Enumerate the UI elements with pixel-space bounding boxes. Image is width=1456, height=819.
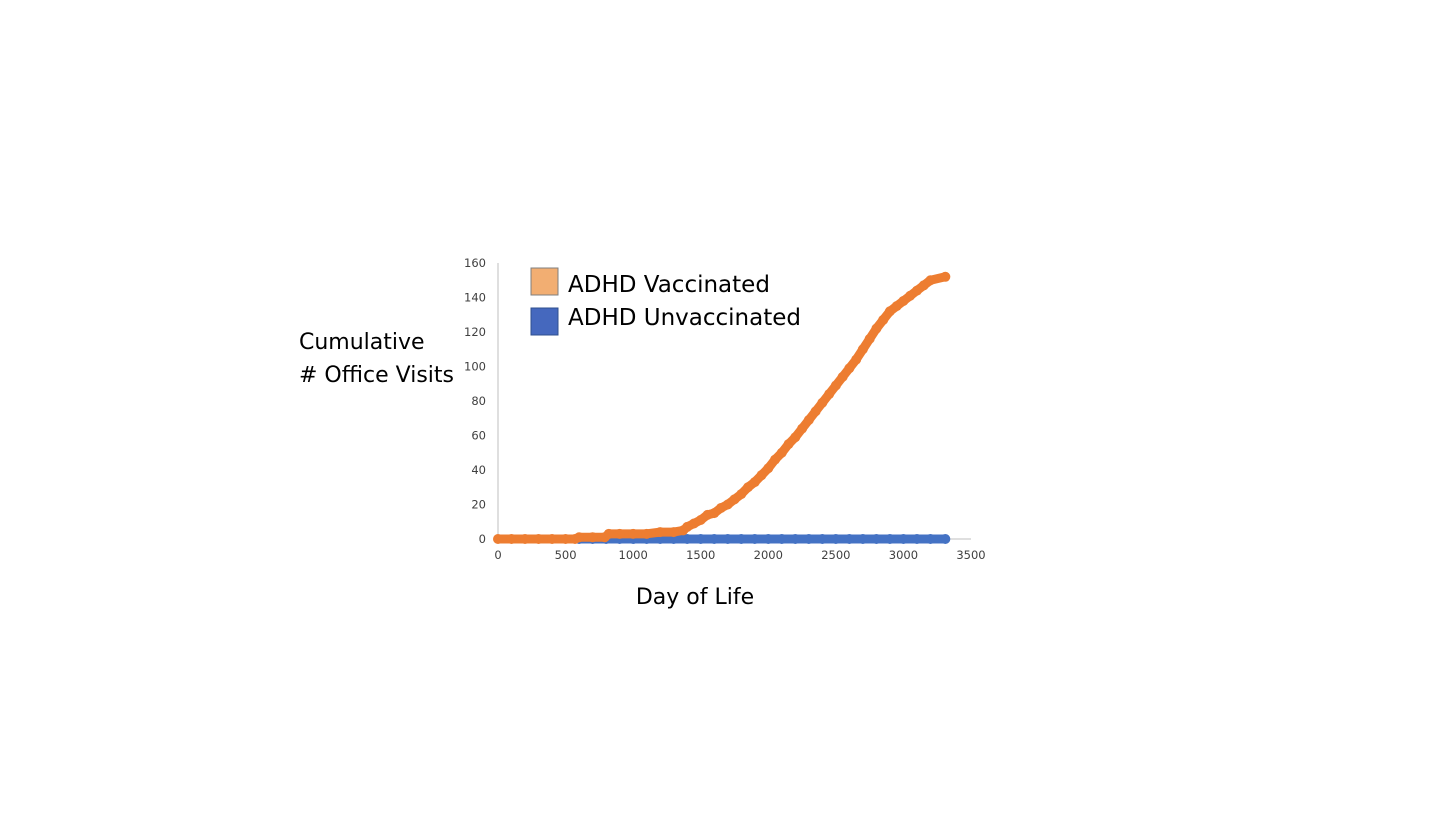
y-tick-labels: 0 20 40 60 80 100 120 140 160 bbox=[464, 256, 486, 546]
data-point bbox=[776, 534, 787, 544]
y-tick-label: 160 bbox=[464, 256, 486, 270]
data-point bbox=[884, 306, 895, 317]
data-point bbox=[911, 285, 922, 296]
series-adhd-vaccinated bbox=[493, 271, 951, 544]
data-point bbox=[493, 534, 503, 544]
data-point bbox=[695, 534, 706, 544]
x-tick-label: 500 bbox=[555, 548, 577, 562]
data-point bbox=[851, 354, 862, 365]
data-point bbox=[817, 534, 828, 544]
data-point bbox=[763, 534, 774, 544]
data-point bbox=[736, 489, 747, 500]
data-point bbox=[857, 534, 868, 544]
data-point bbox=[940, 271, 951, 282]
data-point bbox=[871, 323, 882, 334]
data-point bbox=[641, 528, 652, 539]
data-point bbox=[844, 363, 855, 374]
data-point bbox=[763, 463, 774, 474]
data-point bbox=[898, 534, 909, 544]
y-tick-label: 140 bbox=[464, 291, 486, 305]
data-point bbox=[709, 534, 720, 544]
data-point bbox=[743, 482, 754, 493]
legend-label-unvaccinated: ADHD Unvaccinated bbox=[568, 305, 801, 331]
data-point bbox=[756, 470, 767, 481]
y-tick-label: 0 bbox=[479, 532, 486, 546]
data-point bbox=[655, 527, 666, 538]
data-point bbox=[783, 439, 794, 450]
data-point bbox=[749, 477, 760, 488]
x-tick-label: 0 bbox=[494, 548, 501, 562]
data-point bbox=[898, 295, 909, 306]
data-point bbox=[871, 534, 882, 544]
data-point bbox=[749, 534, 760, 544]
data-point bbox=[940, 534, 951, 544]
y-axis-label-line-2: # Office Visits bbox=[299, 363, 454, 388]
data-point bbox=[925, 275, 936, 286]
data-point bbox=[520, 534, 531, 544]
data-point bbox=[857, 344, 868, 355]
legend-label-vaccinated: ADHD Vaccinated bbox=[568, 272, 770, 298]
y-axis-label-line-1: Cumulative bbox=[299, 330, 425, 355]
data-point bbox=[824, 389, 835, 400]
y-tick-label: 120 bbox=[464, 325, 486, 339]
data-point bbox=[695, 515, 706, 526]
x-tick-label: 1000 bbox=[619, 548, 648, 562]
data-point bbox=[884, 534, 895, 544]
data-point bbox=[830, 380, 841, 391]
y-tick-label: 100 bbox=[464, 360, 486, 374]
data-point bbox=[837, 371, 848, 382]
data-point bbox=[628, 528, 639, 539]
data-point bbox=[547, 534, 558, 544]
x-tick-label: 3500 bbox=[956, 548, 985, 562]
data-point bbox=[587, 532, 598, 543]
x-tick-label: 3000 bbox=[889, 548, 918, 562]
legend-swatch-vaccinated bbox=[530, 267, 559, 296]
data-point bbox=[603, 528, 614, 539]
data-point bbox=[864, 333, 875, 344]
data-point bbox=[844, 534, 855, 544]
data-point bbox=[574, 532, 585, 543]
data-point bbox=[797, 423, 808, 434]
x-tick-labels: 0 500 1000 1500 2000 2500 3000 3500 bbox=[494, 548, 985, 562]
data-point bbox=[560, 534, 571, 544]
data-point bbox=[709, 508, 720, 519]
data-point bbox=[918, 280, 929, 291]
data-point bbox=[878, 314, 889, 325]
data-point bbox=[790, 534, 801, 544]
x-tick-label: 1500 bbox=[686, 548, 715, 562]
y-tick-label: 40 bbox=[471, 463, 486, 477]
data-point bbox=[614, 528, 625, 539]
data-point bbox=[668, 527, 679, 538]
data-point bbox=[925, 534, 936, 544]
data-point bbox=[891, 301, 902, 312]
data-point bbox=[810, 406, 821, 417]
x-tick-label: 2500 bbox=[821, 548, 850, 562]
legend: ADHD Vaccinated ADHD Unvaccinated bbox=[530, 267, 801, 336]
data-point bbox=[533, 534, 544, 544]
data-point bbox=[817, 397, 828, 408]
data-point bbox=[803, 534, 814, 544]
x-tick-label: 2000 bbox=[754, 548, 783, 562]
data-point bbox=[770, 454, 781, 465]
data-point bbox=[790, 432, 801, 443]
legend-swatch-unvaccinated bbox=[530, 307, 559, 336]
y-tick-label: 60 bbox=[471, 429, 486, 443]
data-point bbox=[736, 534, 747, 544]
data-point bbox=[729, 494, 740, 505]
y-tick-label: 20 bbox=[471, 498, 486, 512]
x-axis-label: Day of Life bbox=[636, 585, 754, 610]
data-point bbox=[803, 414, 814, 425]
data-point bbox=[722, 534, 733, 544]
data-point bbox=[905, 290, 916, 301]
data-point bbox=[830, 534, 841, 544]
data-point bbox=[722, 499, 733, 510]
series-layer bbox=[493, 271, 951, 544]
data-point bbox=[506, 534, 517, 544]
data-point bbox=[682, 534, 693, 544]
y-tick-label: 80 bbox=[471, 394, 486, 408]
data-point bbox=[776, 447, 787, 458]
data-point bbox=[911, 534, 922, 544]
